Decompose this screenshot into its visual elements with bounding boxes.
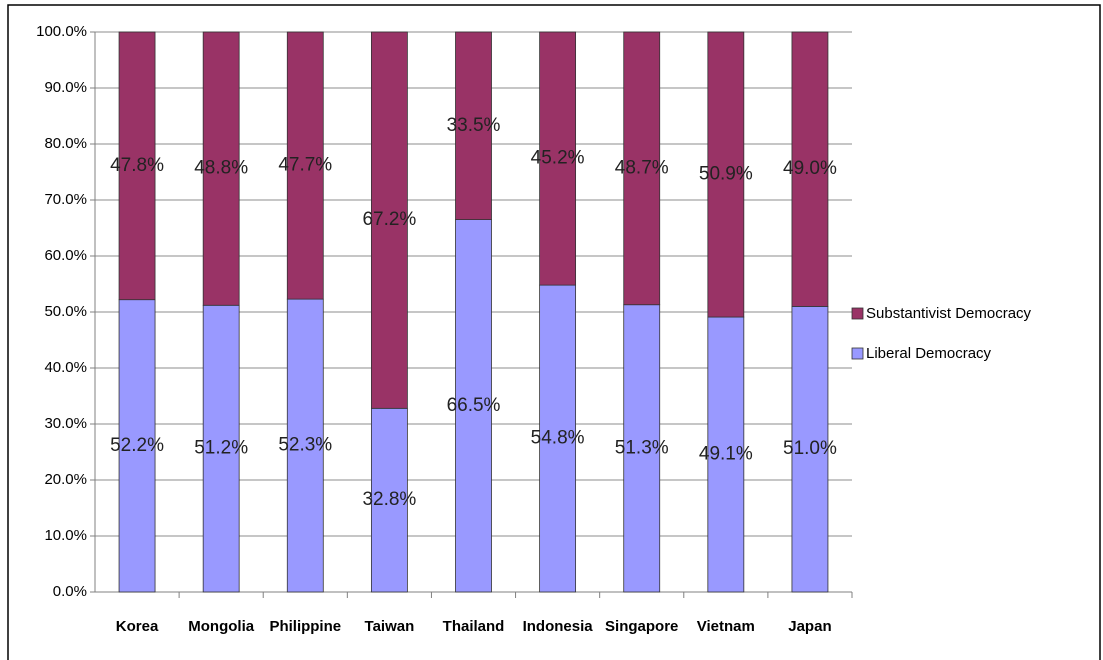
bar-segment	[539, 31, 577, 286]
y-tick-label: 50.0%	[44, 303, 87, 320]
bar-segment	[623, 31, 661, 306]
y-tick-label: 10.0%	[44, 527, 87, 544]
legend-swatch	[851, 347, 864, 360]
x-tick-label: Korea	[116, 618, 159, 635]
data-label: 51.2%	[194, 438, 248, 459]
bar-segment	[286, 298, 324, 593]
x-tick-label: Mongolia	[188, 618, 254, 635]
x-tick-label: Thailand	[443, 618, 505, 635]
data-label: 50.9%	[699, 164, 753, 185]
data-label: 32.8%	[362, 489, 416, 510]
bar-segment	[707, 316, 745, 593]
y-tick-label: 20.0%	[44, 471, 87, 488]
x-tick-label: Taiwan	[365, 618, 415, 635]
bar-segment	[539, 284, 577, 593]
data-label: 51.3%	[615, 437, 669, 458]
bar-segment	[118, 31, 156, 301]
y-tick-label: 70.0%	[44, 191, 87, 208]
y-tick-label: 80.0%	[44, 135, 87, 152]
bar-segment	[370, 407, 408, 593]
data-label: 49.1%	[699, 444, 753, 465]
bar-segment	[455, 219, 492, 593]
data-label: 45.2%	[531, 148, 585, 169]
data-label: 54.8%	[531, 428, 585, 449]
y-tick-label: 30.0%	[44, 415, 87, 432]
data-label: 33.5%	[447, 115, 501, 136]
y-tick-label: 90.0%	[44, 79, 87, 96]
bar-segment	[455, 31, 492, 221]
y-tick-label: 100.0%	[36, 23, 87, 40]
data-label: 48.8%	[194, 158, 248, 179]
data-label: 52.2%	[110, 435, 164, 456]
bar-segment	[202, 304, 240, 593]
y-tick-label: 60.0%	[44, 247, 87, 264]
bar-segment	[791, 31, 829, 307]
bar-segment	[791, 305, 829, 593]
x-tick-label: Indonesia	[523, 618, 594, 635]
x-tick-label: Singapore	[605, 618, 678, 635]
data-label: 49.0%	[783, 158, 837, 179]
data-label: 47.8%	[110, 155, 164, 176]
x-tick-label: Japan	[788, 618, 831, 635]
data-label: 51.0%	[783, 438, 837, 459]
data-label: 67.2%	[362, 209, 416, 230]
x-tick-label: Philippine	[269, 618, 341, 635]
chart-frame	[7, 4, 1101, 660]
data-label: 52.3%	[278, 435, 332, 456]
y-tick-label: 40.0%	[44, 359, 87, 376]
bar-segment	[370, 31, 408, 409]
bar-segment	[286, 31, 324, 300]
bar-segment	[202, 31, 240, 306]
data-label: 47.7%	[278, 155, 332, 176]
x-tick-label: Vietnam	[697, 618, 755, 635]
bar-segment	[623, 304, 661, 593]
bar-segment	[707, 31, 745, 318]
legend-label: Substantivist Democracy	[866, 305, 1032, 322]
legend-label: Liberal Democracy	[866, 345, 992, 362]
legend-swatch	[851, 307, 864, 320]
y-tick-label: 0.0%	[53, 583, 87, 600]
data-label: 48.7%	[615, 157, 669, 178]
data-label: 66.5%	[447, 395, 501, 416]
